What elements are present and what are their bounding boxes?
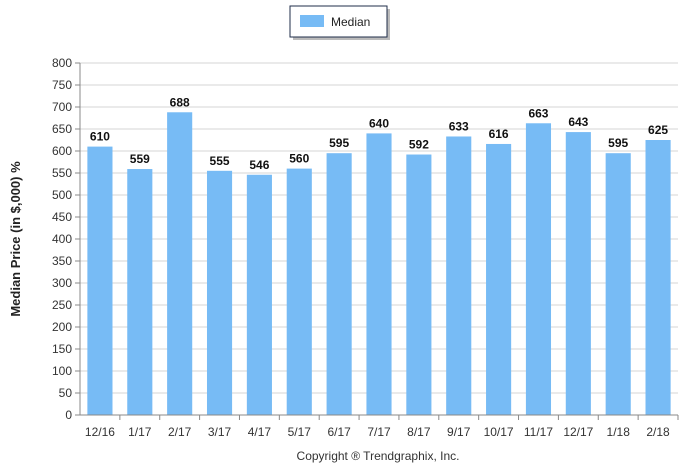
data-label: 616 — [489, 127, 509, 141]
y-tick-label: 800 — [52, 56, 72, 70]
x-tick-label: 11/17 — [524, 425, 553, 439]
x-tick-label: 12/17 — [563, 425, 593, 439]
x-tick-label: 10/17 — [484, 425, 514, 439]
y-tick-label: 400 — [52, 232, 72, 246]
y-tick-label: 550 — [52, 166, 72, 180]
data-label: 546 — [249, 158, 269, 172]
data-label: 688 — [170, 95, 190, 109]
x-axis-ticks: 12/16 1/17 2/17 3/17 4/17 5/17 6/17 7/17 8/17 9/1… — [85, 415, 679, 439]
x-tick-label: 6/17 — [327, 425, 351, 439]
data-label: 595 — [329, 136, 349, 150]
x-tick-label: 3/17 — [208, 425, 232, 439]
y-tick-label: 350 — [52, 254, 72, 268]
y-axis-ticks: 0 50 100 150 200 250 300 350 400 450 500 550 600 650 7… — [52, 56, 80, 422]
x-tick-label: 4/17 — [248, 425, 272, 439]
legend-swatch — [300, 15, 324, 27]
bar — [206, 170, 233, 415]
x-tick-label: 1/18 — [607, 425, 631, 439]
x-tick-label: 9/17 — [447, 425, 471, 439]
x-tick-label: 7/17 — [367, 425, 391, 439]
y-tick-label: 500 — [52, 188, 72, 202]
y-tick-label: 750 — [52, 78, 72, 92]
y-tick-label: 650 — [52, 122, 72, 136]
data-labels: 610 559 688 555 546 560 595 640 592 633 616 663 643 5… — [90, 95, 668, 171]
data-label: 633 — [449, 119, 469, 133]
bar — [326, 153, 352, 415]
x-tick-label: 2/17 — [168, 425, 192, 439]
bar — [127, 169, 153, 415]
x-tick-label: 2/18 — [646, 425, 670, 439]
bar — [246, 174, 272, 415]
data-label: 663 — [528, 106, 548, 120]
y-tick-label: 50 — [59, 386, 73, 400]
y-tick-label: 700 — [52, 100, 72, 114]
x-tick-label: 12/16 — [85, 425, 115, 439]
y-tick-label: 450 — [52, 210, 72, 224]
bar — [446, 136, 472, 416]
data-label: 643 — [568, 115, 588, 129]
y-tick-label: 600 — [52, 144, 72, 158]
bar — [565, 132, 591, 415]
x-tick-label: 5/17 — [288, 425, 312, 439]
bar — [366, 133, 392, 415]
bar — [525, 123, 552, 415]
bar — [645, 140, 671, 415]
bar — [167, 112, 193, 415]
bar — [87, 146, 113, 415]
y-tick-label: 300 — [52, 276, 72, 290]
bar — [486, 143, 512, 415]
data-label: 559 — [130, 152, 150, 166]
bar — [286, 168, 312, 415]
bar — [406, 154, 432, 415]
data-label: 595 — [608, 136, 628, 150]
data-label: 610 — [90, 130, 110, 144]
copyright-text: Copyright ® Trendgraphix, Inc. — [297, 449, 460, 463]
y-tick-label: 200 — [52, 320, 72, 334]
bars — [87, 112, 671, 416]
data-label: 555 — [210, 154, 230, 168]
y-tick-label: 0 — [65, 408, 72, 422]
bar — [605, 153, 631, 415]
data-label: 592 — [409, 138, 429, 152]
y-tick-label: 250 — [52, 298, 72, 312]
legend: Median — [289, 5, 390, 40]
y-tick-label: 100 — [52, 364, 72, 378]
y-axis-label: Median Price (in $,000) % — [8, 161, 23, 317]
y-tick-label: 150 — [52, 342, 72, 356]
x-tick-label: 1/17 — [128, 425, 152, 439]
data-label: 625 — [648, 123, 668, 137]
data-label: 560 — [289, 152, 309, 166]
x-tick-label: 8/17 — [407, 425, 431, 439]
legend-label: Median — [331, 15, 370, 29]
data-label: 640 — [369, 116, 389, 130]
